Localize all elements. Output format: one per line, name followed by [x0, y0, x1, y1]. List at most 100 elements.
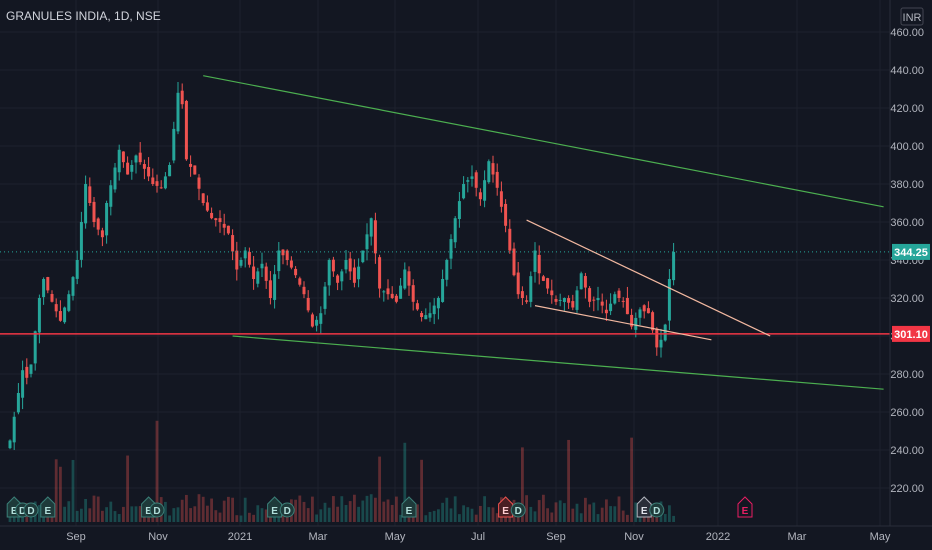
volume-bar — [344, 505, 348, 522]
event-label: D — [653, 506, 660, 517]
candle-body — [420, 313, 424, 317]
volume-bar — [563, 503, 566, 522]
candle-body — [130, 165, 134, 172]
candle-body — [546, 278, 550, 289]
volume-bar — [579, 513, 583, 522]
x-tick-label: Mar — [788, 531, 807, 543]
volume-bar — [550, 512, 554, 522]
dividend-marker[interactable]: D — [23, 502, 39, 518]
y-tick-label: 260.00 — [890, 407, 924, 419]
volume-bar — [470, 508, 474, 522]
candle-body — [369, 218, 373, 237]
volume-bar — [432, 510, 436, 522]
y-tick-label: 380.00 — [890, 179, 924, 191]
candle-body — [575, 290, 579, 310]
candle-body — [155, 181, 159, 186]
volume-bar — [218, 512, 222, 522]
y-tick-label: 420.00 — [890, 103, 924, 115]
dividend-marker-shape — [510, 502, 526, 518]
event-label: E — [145, 506, 152, 517]
candle-body — [37, 298, 41, 333]
volume-bar — [96, 496, 100, 522]
candle-body — [88, 186, 92, 203]
volume-bar — [75, 510, 79, 522]
candle-body — [298, 278, 302, 285]
volume-bar — [54, 459, 58, 522]
candle-body — [390, 293, 394, 298]
x-tick-label: Nov — [148, 531, 168, 543]
x-tick-label: May — [870, 531, 891, 543]
candle-body — [193, 165, 197, 175]
volume-bar — [105, 507, 108, 522]
volume-bar — [416, 504, 419, 522]
trendline-inner-upper[interactable] — [526, 219, 771, 337]
x-tick-label: Sep — [546, 531, 566, 543]
volume-bar — [437, 509, 440, 522]
volume-bar — [185, 494, 188, 522]
dividend-marker[interactable]: D — [510, 502, 526, 518]
candle-body — [42, 279, 46, 298]
candle-body — [588, 288, 592, 302]
candle-body — [121, 151, 125, 163]
volume-bar — [668, 505, 671, 522]
volume-bar — [638, 514, 642, 522]
volume-bar — [302, 501, 306, 522]
volume-bar — [382, 501, 386, 522]
volume-bar — [21, 514, 24, 522]
volume-bar — [390, 504, 394, 522]
candle-body — [609, 303, 613, 312]
earnings-marker[interactable]: E — [401, 496, 417, 518]
candle-body — [306, 297, 310, 311]
dividend-marker[interactable]: D — [649, 502, 665, 518]
candle-body — [604, 309, 608, 314]
last-price-badge — [892, 243, 930, 260]
candle-body — [550, 290, 554, 296]
volume-bar — [592, 502, 596, 522]
candle-body — [642, 305, 646, 312]
candle-body — [651, 312, 655, 331]
candle-body — [558, 299, 562, 301]
dividend-marker[interactable]: D — [149, 502, 165, 518]
volume-bar — [584, 497, 587, 522]
event-label: D — [284, 506, 291, 517]
x-tick-label: May — [385, 531, 406, 543]
candle-body — [235, 250, 239, 270]
volume-bar — [38, 505, 41, 522]
x-tick-label: Sep — [66, 531, 86, 543]
volume-bar — [113, 511, 117, 522]
candle-body — [571, 301, 575, 308]
volume-bar — [176, 507, 180, 522]
volume-bar — [319, 509, 323, 522]
trendline-inner-lower[interactable] — [534, 305, 712, 341]
candle-body — [21, 370, 25, 398]
earnings-marker[interactable]: E — [737, 496, 753, 518]
volume-bar — [533, 511, 537, 522]
candle-body — [289, 260, 293, 268]
x-tick-label: 2021 — [228, 531, 252, 543]
time-axis[interactable]: Sep Nov 2021 Mar May Jul Sep Nov 2022 Mar May — [66, 531, 891, 543]
earnings-marker[interactable]: E — [40, 496, 56, 518]
volume-bar — [521, 447, 524, 522]
candle-body — [67, 294, 71, 311]
trendline-outer-lower[interactable] — [232, 335, 884, 390]
dividend-marker[interactable]: D — [279, 502, 295, 518]
trendline-outer-upper[interactable] — [203, 75, 884, 208]
volume-bar — [201, 496, 205, 522]
candle-body — [46, 277, 50, 291]
volume-bar — [180, 499, 184, 522]
event-label: E — [406, 506, 413, 517]
candle-body — [436, 298, 440, 309]
volume-bar — [63, 506, 66, 522]
candle-body — [478, 192, 482, 200]
volume-bar — [483, 496, 486, 522]
candle-body — [357, 266, 361, 280]
volume-bar — [92, 495, 96, 522]
volume-bar — [214, 510, 218, 522]
event-label: D — [515, 506, 522, 517]
candle-body — [214, 218, 218, 221]
candle-body — [415, 303, 419, 310]
volume-bar — [458, 514, 461, 522]
candle-body — [348, 258, 352, 272]
candle-body — [583, 276, 587, 288]
